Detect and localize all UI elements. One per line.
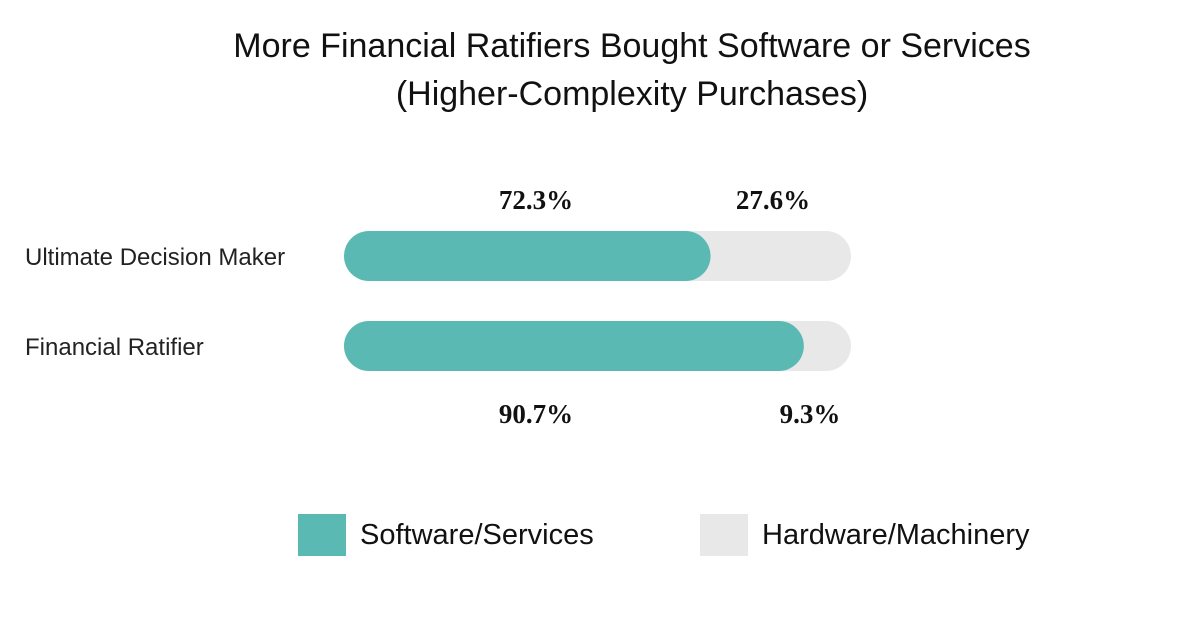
legend-item-hardware-machinery: Hardware/Machinery bbox=[700, 513, 1030, 557]
chart-title: More Financial Ratifiers Bought Software… bbox=[233, 27, 1031, 65]
value-label-hardware-machinery-financial-ratifier: 9.3% bbox=[780, 399, 841, 429]
legend: Software/Services Hardware/Machinery bbox=[0, 513, 1182, 557]
value-label-hardware-machinery-ultimate-decision-maker: 27.6% bbox=[736, 185, 810, 215]
bar-chart: Ultimate Decision Maker 72.3% 27.6% Financi… bbox=[25, 185, 851, 429]
value-label-software-services-ultimate-decision-maker: 72.3% bbox=[499, 185, 573, 215]
category-label-financial-ratifier: Financial Ratifier bbox=[25, 334, 204, 361]
value-label-software-services-financial-ratifier: 90.7% bbox=[499, 399, 573, 429]
category-label-ultimate-decision-maker: Ultimate Decision Maker bbox=[25, 244, 285, 271]
legend-label-hardware-machinery: Hardware/Machinery bbox=[762, 518, 1030, 551]
bar-software-services-financial-ratifier bbox=[344, 321, 804, 371]
bar-software-services-ultimate-decision-maker bbox=[344, 231, 711, 281]
chart-title-block: More Financial Ratifiers Bought Software… bbox=[0, 22, 1182, 118]
legend-swatch-software-services bbox=[298, 514, 346, 556]
legend-label-software-services: Software/Services bbox=[360, 518, 594, 551]
chart-subtitle: (Higher-Complexity Purchases) bbox=[395, 75, 869, 113]
legend-item-software-services: Software/Services bbox=[298, 513, 594, 557]
legend-swatch-hardware-machinery bbox=[700, 514, 748, 556]
